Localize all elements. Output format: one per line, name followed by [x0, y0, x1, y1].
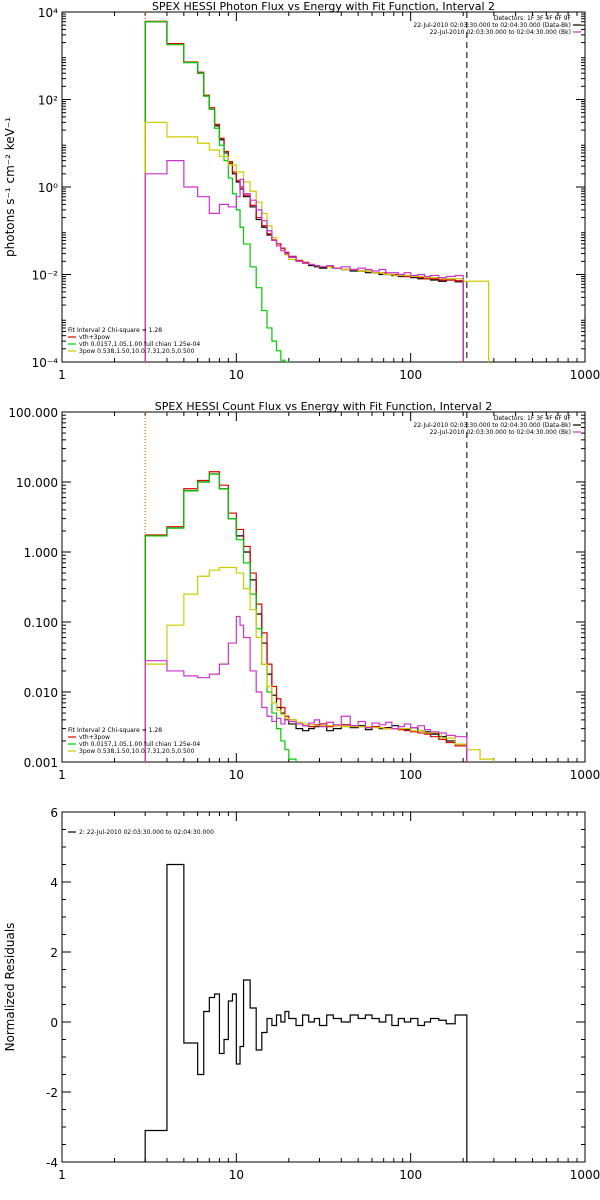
chart-panel-1: 1 10 100 1000 10⁻⁴ 10⁻² 10⁰ 10² 10⁴ SPEX HESSI Ph…	[3, 0, 600, 382]
legend-entry: vth 0.0157,1.05,1.00 full chian 1.25e-04	[79, 741, 200, 748]
y-tick-label: 0	[50, 1016, 58, 1030]
chart-title: SPEX HESSI Photon Flux vs Energy with Fi…	[152, 0, 495, 13]
legend-entry: vth 0.0157,1.05,1.00 full chian 1.25e-04	[79, 341, 200, 348]
x-tick-label: 100	[399, 368, 422, 382]
y-tick-label: 10⁻⁴	[32, 356, 59, 370]
series-line-3	[144, 473, 297, 762]
series-line-1	[144, 473, 468, 762]
header-line: Detectors: 1F 3F 4F 6F 9F	[494, 415, 572, 422]
x-tick-label: 100	[399, 1168, 422, 1182]
y-tick-label: 10²	[38, 94, 58, 108]
legend-heading: Fit Interval 2 Chi-square = 1.28	[68, 327, 162, 334]
y-tick-label: 10⁻²	[32, 269, 59, 283]
chart-panel-3: 1 10 100 1000 -4 -2 0 2 4 6 Normalized Residuals 2:…	[3, 806, 600, 1182]
legend-entry: 2: 22-Jul-2010 02:03:30.000 to 02:04:30.…	[79, 829, 214, 836]
series-line-4	[144, 566, 495, 762]
header-line: 22-Jul-2010 02:03:30.000 to 02:04:30.000…	[430, 429, 571, 436]
y-tick-label: 2	[50, 946, 58, 960]
series-line-4	[144, 121, 490, 362]
x-tick-label: 1000	[570, 368, 600, 382]
y-tick-label: 1.000	[24, 546, 58, 560]
plot-frame	[61, 11, 586, 363]
series-group	[144, 863, 468, 1162]
chart-panel-2: 1 10 100 1000 0.001 0.010 0.100 1.000 10.000 100.…	[8, 400, 600, 782]
y-tick-label: 0.001	[24, 756, 58, 770]
legend-heading: Fit Interval 2 Chi-square = 1.28	[68, 727, 162, 734]
y-tick-label: 4	[50, 876, 58, 890]
legend-entry: vth+3pow	[79, 334, 110, 341]
y-tick-label: 10⁰	[38, 181, 58, 195]
x-tick-label: 1	[58, 768, 66, 782]
series-group	[144, 471, 495, 762]
x-tick-label: 1000	[570, 768, 600, 782]
header-line: 22-Jul-2010 02:03:30.000 to 02:04:30.000…	[413, 22, 571, 29]
y-tick-label: 100.000	[8, 406, 58, 420]
y-tick-label: -4	[46, 1156, 58, 1170]
y-tick-label: 6	[50, 806, 58, 820]
plot-frame	[61, 411, 586, 763]
y-tick-label: 0.010	[24, 686, 58, 700]
legend-entry: 3pow 0.538,1.50,10.0,7.31,20.5,0.500	[79, 748, 195, 755]
y-tick-label: 10.000	[16, 476, 58, 490]
series-line-2	[144, 20, 464, 362]
x-tick-label: 10	[229, 368, 244, 382]
legend-entry: vth+3pow	[79, 734, 110, 741]
plot-frame	[61, 811, 586, 1163]
header-line: 22-Jul-2010 02:03:30.000 to 02:04:30.000…	[430, 29, 571, 36]
x-tick-label: 1	[58, 1168, 66, 1182]
y-tick-label: 10⁴	[38, 6, 58, 20]
y-tick-label: -2	[46, 1086, 58, 1100]
x-tick-label: 1000	[570, 1168, 600, 1182]
series-line-1	[144, 21, 464, 362]
y-tick-label: 0.100	[24, 616, 58, 630]
series-line-1	[144, 863, 468, 1162]
x-tick-label: 100	[399, 768, 422, 782]
series-line-2	[144, 471, 468, 762]
series-line-3	[144, 21, 290, 362]
y-axis-label: photons s⁻¹ cm⁻² keV⁻¹	[3, 117, 17, 257]
header-line: 22-Jul-2010 02:03:30.000 to 02:04:30.000…	[413, 422, 571, 429]
series-line-5	[144, 160, 464, 362]
x-tick-label: 10	[229, 768, 244, 782]
chart-title: SPEX HESSI Count Flux vs Energy with Fit…	[155, 400, 492, 413]
series-line-5	[144, 615, 468, 762]
legend-entry: 3pow 0.538,1.50,10.0,7.31,20.5,0.500	[79, 348, 195, 355]
x-tick-label: 1	[58, 368, 66, 382]
x-tick-label: 10	[229, 1168, 244, 1182]
y-axis-label: Normalized Residuals	[3, 923, 17, 1052]
series-group	[144, 20, 490, 362]
header-line: Detectors: 1F 3F 4F 6F 9F	[494, 15, 572, 22]
